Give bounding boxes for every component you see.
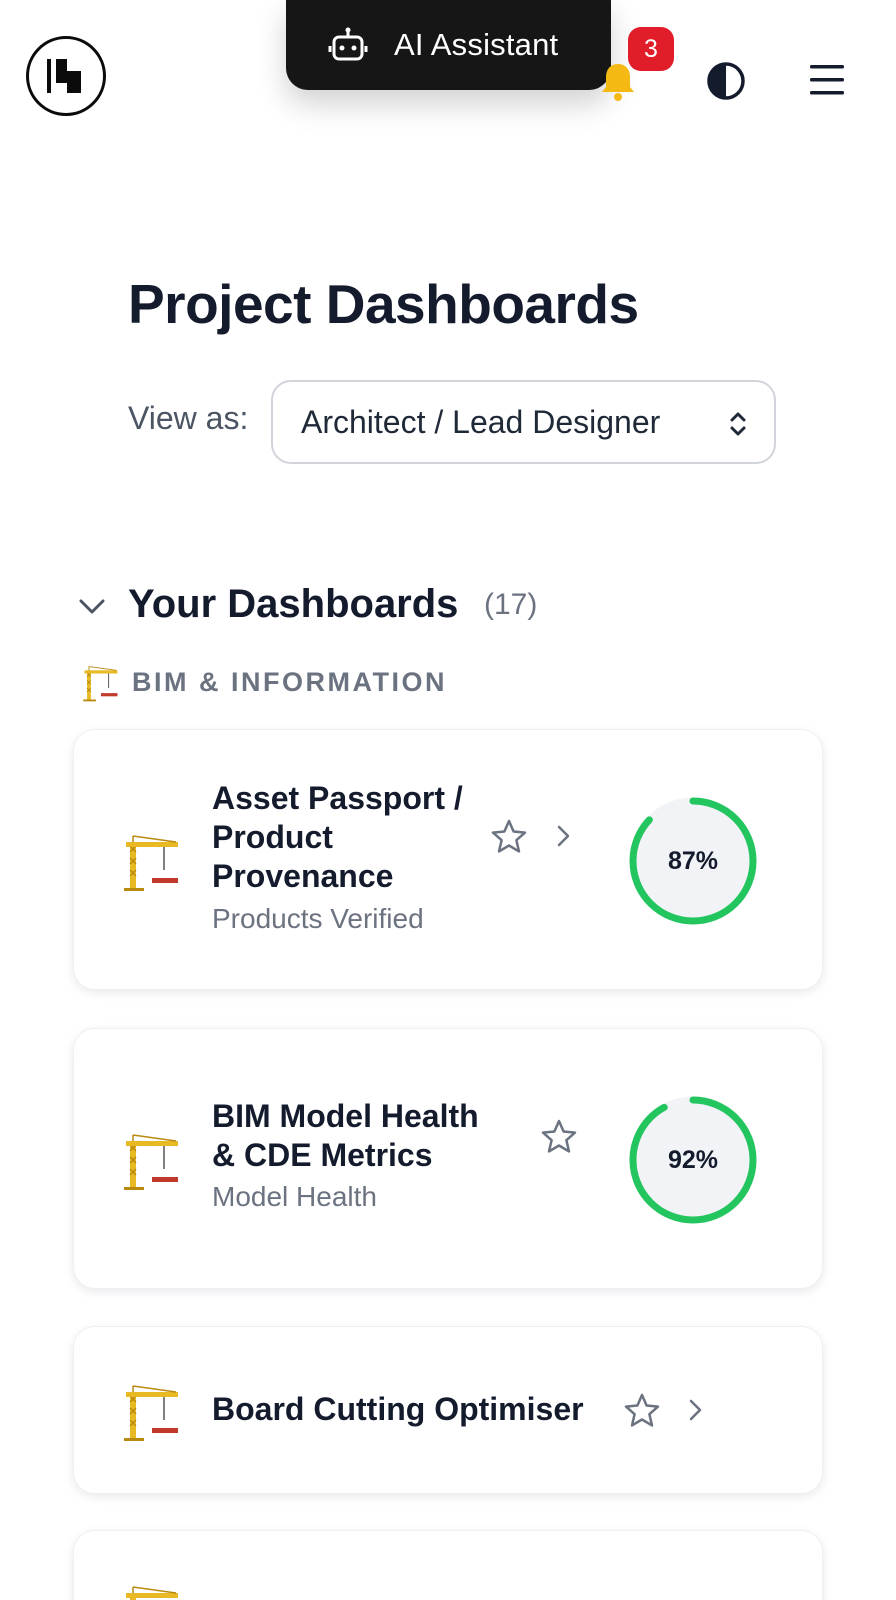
card-title: Board Cutting Optimiser <box>212 1391 584 1427</box>
chevron-right-icon[interactable] <box>554 823 572 849</box>
updown-chevron-icon <box>730 412 746 436</box>
crane-icon <box>124 835 178 891</box>
card-title: BIM Model Health & CDE Metrics <box>212 1098 479 1173</box>
app-logo[interactable] <box>26 36 106 116</box>
notification-badge: 3 <box>628 27 674 71</box>
logo-mark-icon <box>47 59 81 93</box>
ai-assistant-button[interactable]: AI Assistant <box>286 0 611 90</box>
crane-icon <box>124 1385 178 1441</box>
contrast-icon[interactable] <box>706 61 746 101</box>
crane-icon <box>124 1134 178 1190</box>
card-subtitle: Model Health <box>212 1181 377 1212</box>
star-icon[interactable] <box>490 818 528 854</box>
view-as-value: Architect / Lead Designer <box>301 403 661 440</box>
dashboard-card-board-cutting[interactable]: Board Cutting Optimiser <box>73 1326 823 1494</box>
view-as-label: View as: <box>128 400 249 436</box>
dashboard-card-asset-passport[interactable]: Asset Passport / Product Provenance Prod… <box>73 729 823 990</box>
card-subtitle: Products Verified <box>212 903 424 934</box>
progress-ring <box>629 1096 757 1224</box>
section-count: (17) <box>484 588 538 621</box>
star-icon[interactable] <box>623 1392 661 1428</box>
hamburger-icon[interactable] <box>808 62 846 98</box>
view-as-select[interactable]: Architect / Lead Designer <box>271 380 776 464</box>
section-title[interactable]: Your Dashboards <box>128 582 459 626</box>
chevron-down-icon[interactable] <box>78 596 106 616</box>
bell-icon[interactable] <box>598 60 638 102</box>
group-label: BIM & INFORMATION <box>132 667 447 697</box>
page-title: Project Dashboards <box>128 273 639 335</box>
crane-icon <box>126 1586 178 1600</box>
progress-value: 92% <box>667 1146 719 1174</box>
card-title: Asset Passport / Product Provenance <box>212 780 463 894</box>
progress-ring <box>629 797 757 925</box>
dashboard-card-bim-model-health[interactable]: BIM Model Health & CDE Metrics Model Hea… <box>73 1028 823 1289</box>
star-icon[interactable] <box>540 1118 578 1154</box>
crane-icon <box>83 666 118 702</box>
robot-icon <box>328 27 368 61</box>
chevron-right-icon[interactable] <box>686 1397 704 1423</box>
progress-value: 87% <box>667 847 719 875</box>
dashboard-card-partial[interactable] <box>73 1530 823 1600</box>
ai-assistant-label: AI Assistant <box>394 27 559 62</box>
